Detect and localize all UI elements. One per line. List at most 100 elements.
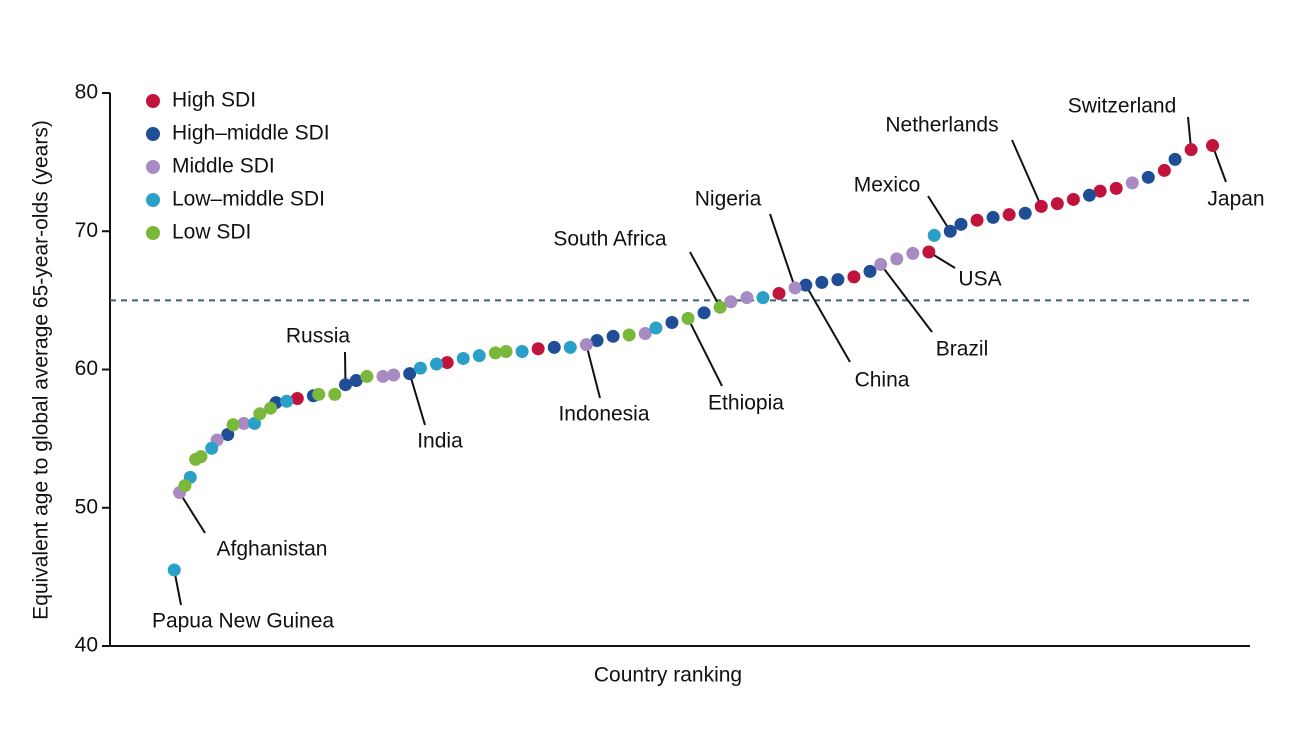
data-point	[328, 387, 342, 401]
data-point	[649, 321, 663, 335]
data-point	[1168, 152, 1182, 166]
data-point	[1141, 170, 1155, 184]
data-point	[515, 345, 529, 359]
data-point	[788, 281, 802, 295]
data-point	[579, 338, 593, 352]
data-point	[387, 368, 401, 382]
legend-marker	[146, 94, 160, 108]
legend-label: High SDI	[172, 89, 256, 112]
data-point	[943, 224, 957, 238]
data-point	[248, 416, 262, 430]
data-point	[440, 356, 454, 370]
legend-label: Low–middle SDI	[172, 188, 325, 211]
annotation-line	[1011, 139, 1043, 207]
data-point	[874, 257, 888, 271]
data-point	[338, 378, 352, 392]
data-point	[312, 387, 326, 401]
data-point	[740, 291, 754, 305]
data-point	[226, 418, 240, 432]
data-point	[547, 340, 561, 354]
data-point	[499, 345, 513, 359]
data-point	[1018, 206, 1032, 220]
legend-marker	[146, 226, 160, 240]
x-axis-label: Country ranking	[594, 664, 742, 687]
data-point	[531, 342, 545, 356]
y-tick-label: 70	[75, 219, 98, 242]
data-point	[890, 252, 904, 266]
legend-marker	[146, 160, 160, 174]
data-point	[1066, 192, 1080, 206]
annotation-label: Nigeria	[695, 188, 762, 211]
data-point	[253, 407, 267, 421]
data-point	[847, 270, 861, 284]
data-point	[713, 300, 727, 314]
data-point	[863, 264, 877, 278]
annotation-label: Netherlands	[885, 114, 998, 137]
data-point	[349, 374, 363, 388]
annotation-label: South Africa	[553, 228, 667, 251]
legend-label: Middle SDI	[172, 155, 275, 178]
data-point	[922, 245, 936, 259]
data-point	[360, 369, 374, 383]
y-tick-label: 80	[75, 81, 98, 104]
data-point	[799, 278, 813, 292]
data-point	[756, 291, 770, 305]
annotation-label: Russia	[286, 325, 351, 348]
data-point	[472, 349, 486, 363]
data-point	[1206, 139, 1220, 153]
annotation-label: USA	[958, 268, 1001, 291]
annotation-line	[178, 492, 206, 534]
data-point	[815, 275, 829, 289]
data-point	[665, 315, 679, 329]
data-point	[563, 340, 577, 354]
annotation-label: Mexico	[854, 174, 921, 197]
legend-marker	[146, 127, 160, 141]
data-point	[590, 333, 604, 347]
data-point	[831, 273, 845, 287]
data-point	[906, 246, 920, 260]
data-point	[1002, 208, 1016, 222]
annotation-line	[769, 213, 797, 289]
annotation-line	[585, 344, 601, 399]
data-point	[1050, 197, 1064, 211]
legend-label: High–middle SDI	[172, 122, 330, 145]
data-point	[1125, 176, 1139, 190]
data-point	[697, 306, 711, 320]
data-point	[638, 327, 652, 341]
data-point	[1184, 143, 1198, 157]
data-point	[986, 210, 1000, 224]
data-point	[280, 394, 294, 408]
legend-label: Low SDI	[172, 221, 251, 244]
data-point	[488, 346, 502, 360]
data-point	[1109, 181, 1123, 195]
data-point	[205, 441, 219, 455]
annotation-label: Switzerland	[1068, 95, 1177, 118]
data-point	[221, 427, 235, 441]
data-point	[429, 357, 443, 371]
data-point	[681, 311, 695, 325]
annotation-line	[689, 251, 722, 308]
data-point	[927, 228, 941, 242]
annotation-label: Ethiopia	[708, 392, 784, 415]
data-point	[237, 416, 251, 430]
data-point	[606, 329, 620, 343]
data-point	[724, 295, 738, 309]
annotation-label: Brazil	[936, 338, 989, 361]
data-point	[954, 217, 968, 231]
data-point	[970, 213, 984, 227]
data-point	[290, 392, 304, 406]
annotation-line	[804, 284, 851, 363]
annotation-label: Afghanistan	[217, 538, 328, 561]
data-point	[194, 450, 208, 464]
annotation-label: Indonesia	[558, 403, 649, 426]
y-tick-label: 50	[75, 495, 98, 518]
y-tick-label: 40	[75, 634, 98, 657]
data-point	[622, 328, 636, 342]
annotation-line	[408, 373, 426, 426]
data-point	[178, 479, 192, 493]
data-point	[1082, 188, 1096, 202]
annotation-label: India	[417, 430, 463, 453]
annotation-label: Japan	[1207, 188, 1264, 211]
data-point	[1157, 163, 1171, 177]
